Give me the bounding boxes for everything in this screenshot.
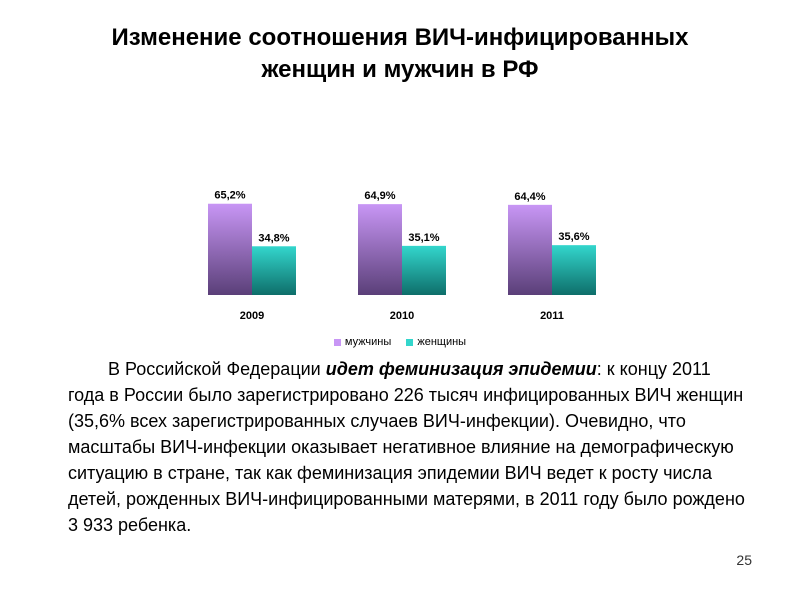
bar-men-2011 <box>508 204 552 295</box>
category-label-2011: 2011 <box>540 310 564 322</box>
body-paragraph: В Российской Федерации идет феминизация … <box>68 356 748 538</box>
legend-swatch-men <box>333 338 341 346</box>
slide-title-line-2: женщин и мужчин в РФ <box>261 56 539 83</box>
data-label-women-2011: 35,6% <box>558 231 589 243</box>
bar-women-2009 <box>252 246 296 295</box>
data-label-women-2010: 35,1% <box>408 232 439 244</box>
body-intro: В Российской Федерации <box>108 359 326 379</box>
data-label-women-2009: 34,8% <box>258 232 289 244</box>
legend-swatch-women <box>406 338 414 346</box>
legend-label-women: женщины <box>417 336 467 349</box>
category-label-2009: 2009 <box>240 310 264 322</box>
legend-item-men: мужчины <box>333 336 392 349</box>
slide-title: Изменение соотношения ВИЧ-инфицированных… <box>0 22 800 86</box>
page-number: 25 <box>736 552 752 568</box>
legend-label-men: мужчины <box>344 336 392 349</box>
data-label-men-2009: 65,2% <box>214 190 245 202</box>
data-label-men-2010: 64,9% <box>364 190 395 202</box>
bar-women-2011 <box>552 245 596 295</box>
data-label-men-2011: 64,4% <box>514 191 545 203</box>
slide-title-line-1: Изменение соотношения ВИЧ-инфицированных <box>111 24 689 51</box>
category-label-2010: 2010 <box>390 310 414 322</box>
bar-men-2010 <box>358 204 402 295</box>
bar-women-2010 <box>402 245 446 295</box>
legend-item-women: женщины <box>406 336 466 348</box>
bar-chart: 65,2% 34,8% 2009 64,9% 35,1% 2010 64,4% 35,6% 20… <box>208 190 596 322</box>
bar-men-2009 <box>208 203 252 295</box>
body-rest: : к концу 2011 года в России было зареги… <box>68 359 745 535</box>
body-emphasis: идет феминизация эпидемии <box>325 359 597 379</box>
chart-legend: мужчины женщины <box>0 336 800 348</box>
